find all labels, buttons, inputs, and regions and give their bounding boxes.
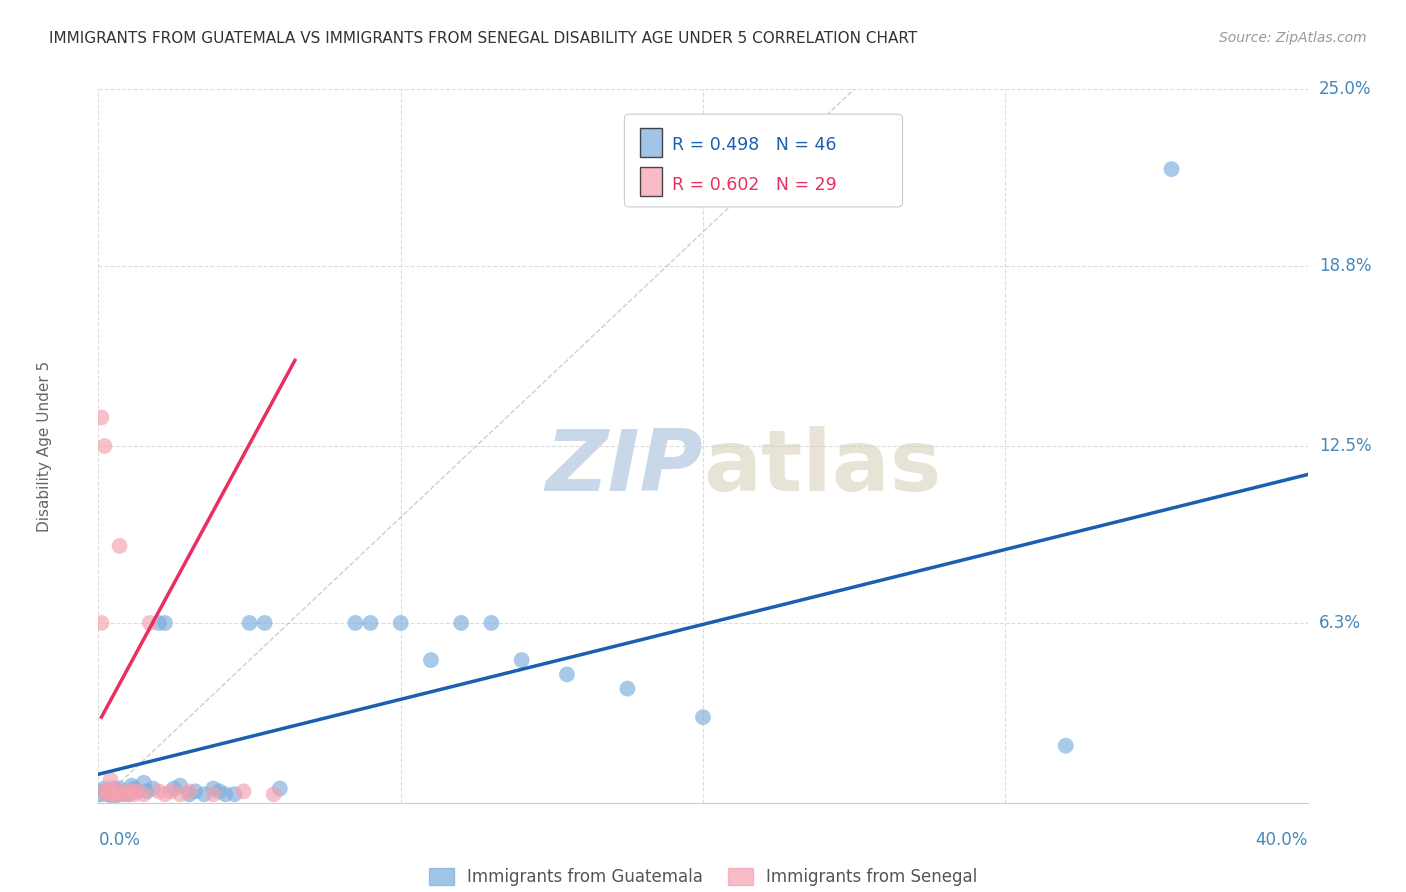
Text: 18.8%: 18.8%: [1319, 257, 1371, 275]
Point: [169, 779, 191, 793]
Point: [224, 787, 246, 801]
Point: [108, 781, 131, 796]
Point: [121, 779, 143, 793]
Point: [360, 615, 382, 630]
Point: [389, 615, 412, 630]
Point: [163, 781, 186, 796]
Point: [127, 784, 149, 798]
Point: [114, 784, 136, 798]
Point: [344, 615, 367, 630]
Point: [124, 781, 146, 796]
Point: [127, 784, 149, 798]
Text: R = 0.602   N = 29: R = 0.602 N = 29: [672, 176, 837, 194]
Point: [202, 787, 225, 801]
Point: [208, 784, 231, 798]
Text: Disability Age Under 5: Disability Age Under 5: [37, 360, 52, 532]
Point: [214, 787, 236, 801]
Point: [111, 787, 134, 801]
Point: [90, 410, 112, 425]
Text: 25.0%: 25.0%: [1319, 80, 1371, 98]
Point: [111, 787, 134, 801]
Point: [90, 615, 112, 630]
Text: 40.0%: 40.0%: [1256, 830, 1308, 848]
Point: [419, 653, 441, 667]
Point: [616, 681, 638, 696]
Point: [103, 787, 125, 801]
Point: [96, 787, 118, 801]
FancyBboxPatch shape: [640, 128, 662, 157]
Text: ZIP: ZIP: [546, 425, 703, 509]
Point: [555, 667, 578, 681]
Point: [118, 787, 141, 801]
Point: [160, 784, 183, 798]
Point: [100, 784, 122, 798]
Point: [139, 615, 162, 630]
Point: [93, 439, 115, 453]
Text: Source: ZipAtlas.com: Source: ZipAtlas.com: [1219, 31, 1367, 45]
Point: [121, 784, 143, 798]
Point: [177, 784, 201, 798]
Point: [142, 781, 165, 796]
Point: [153, 615, 176, 630]
Point: [118, 787, 141, 801]
Text: atlas: atlas: [703, 425, 941, 509]
Point: [105, 787, 128, 801]
Point: [148, 784, 170, 798]
Text: R = 0.498   N = 46: R = 0.498 N = 46: [672, 136, 837, 154]
Point: [193, 787, 215, 801]
Point: [132, 776, 155, 790]
Point: [96, 787, 118, 801]
Point: [103, 781, 125, 796]
Point: [232, 784, 254, 798]
Point: [153, 787, 176, 801]
Point: [481, 615, 503, 630]
Point: [93, 781, 115, 796]
Point: [124, 787, 146, 801]
Point: [90, 787, 112, 801]
Point: [103, 784, 125, 798]
Point: [105, 784, 128, 798]
Point: [108, 539, 131, 553]
Point: [253, 615, 276, 630]
Point: [1160, 162, 1182, 177]
Point: [269, 781, 291, 796]
Point: [263, 787, 285, 801]
Point: [96, 784, 118, 798]
Legend: Immigrants from Guatemala, Immigrants from Senegal: Immigrants from Guatemala, Immigrants fr…: [422, 861, 984, 892]
Text: 6.3%: 6.3%: [1319, 614, 1361, 632]
Point: [450, 615, 472, 630]
Text: 12.5%: 12.5%: [1319, 437, 1371, 455]
Point: [132, 787, 155, 801]
FancyBboxPatch shape: [640, 168, 662, 196]
Point: [169, 787, 191, 801]
Point: [93, 784, 115, 798]
Text: 0.0%: 0.0%: [98, 830, 141, 848]
Point: [103, 790, 125, 805]
Point: [93, 784, 115, 798]
Point: [135, 784, 157, 798]
Point: [105, 787, 128, 801]
Point: [510, 653, 533, 667]
Point: [100, 787, 122, 801]
Point: [184, 784, 207, 798]
Point: [1054, 739, 1077, 753]
Point: [105, 784, 128, 798]
Text: IMMIGRANTS FROM GUATEMALA VS IMMIGRANTS FROM SENEGAL DISABILITY AGE UNDER 5 CORR: IMMIGRANTS FROM GUATEMALA VS IMMIGRANTS …: [49, 31, 918, 46]
Point: [100, 787, 122, 801]
Point: [100, 772, 122, 787]
Point: [239, 615, 262, 630]
Point: [202, 781, 225, 796]
Point: [148, 615, 170, 630]
Point: [177, 787, 201, 801]
Point: [114, 784, 136, 798]
FancyBboxPatch shape: [624, 114, 903, 207]
Point: [692, 710, 714, 724]
